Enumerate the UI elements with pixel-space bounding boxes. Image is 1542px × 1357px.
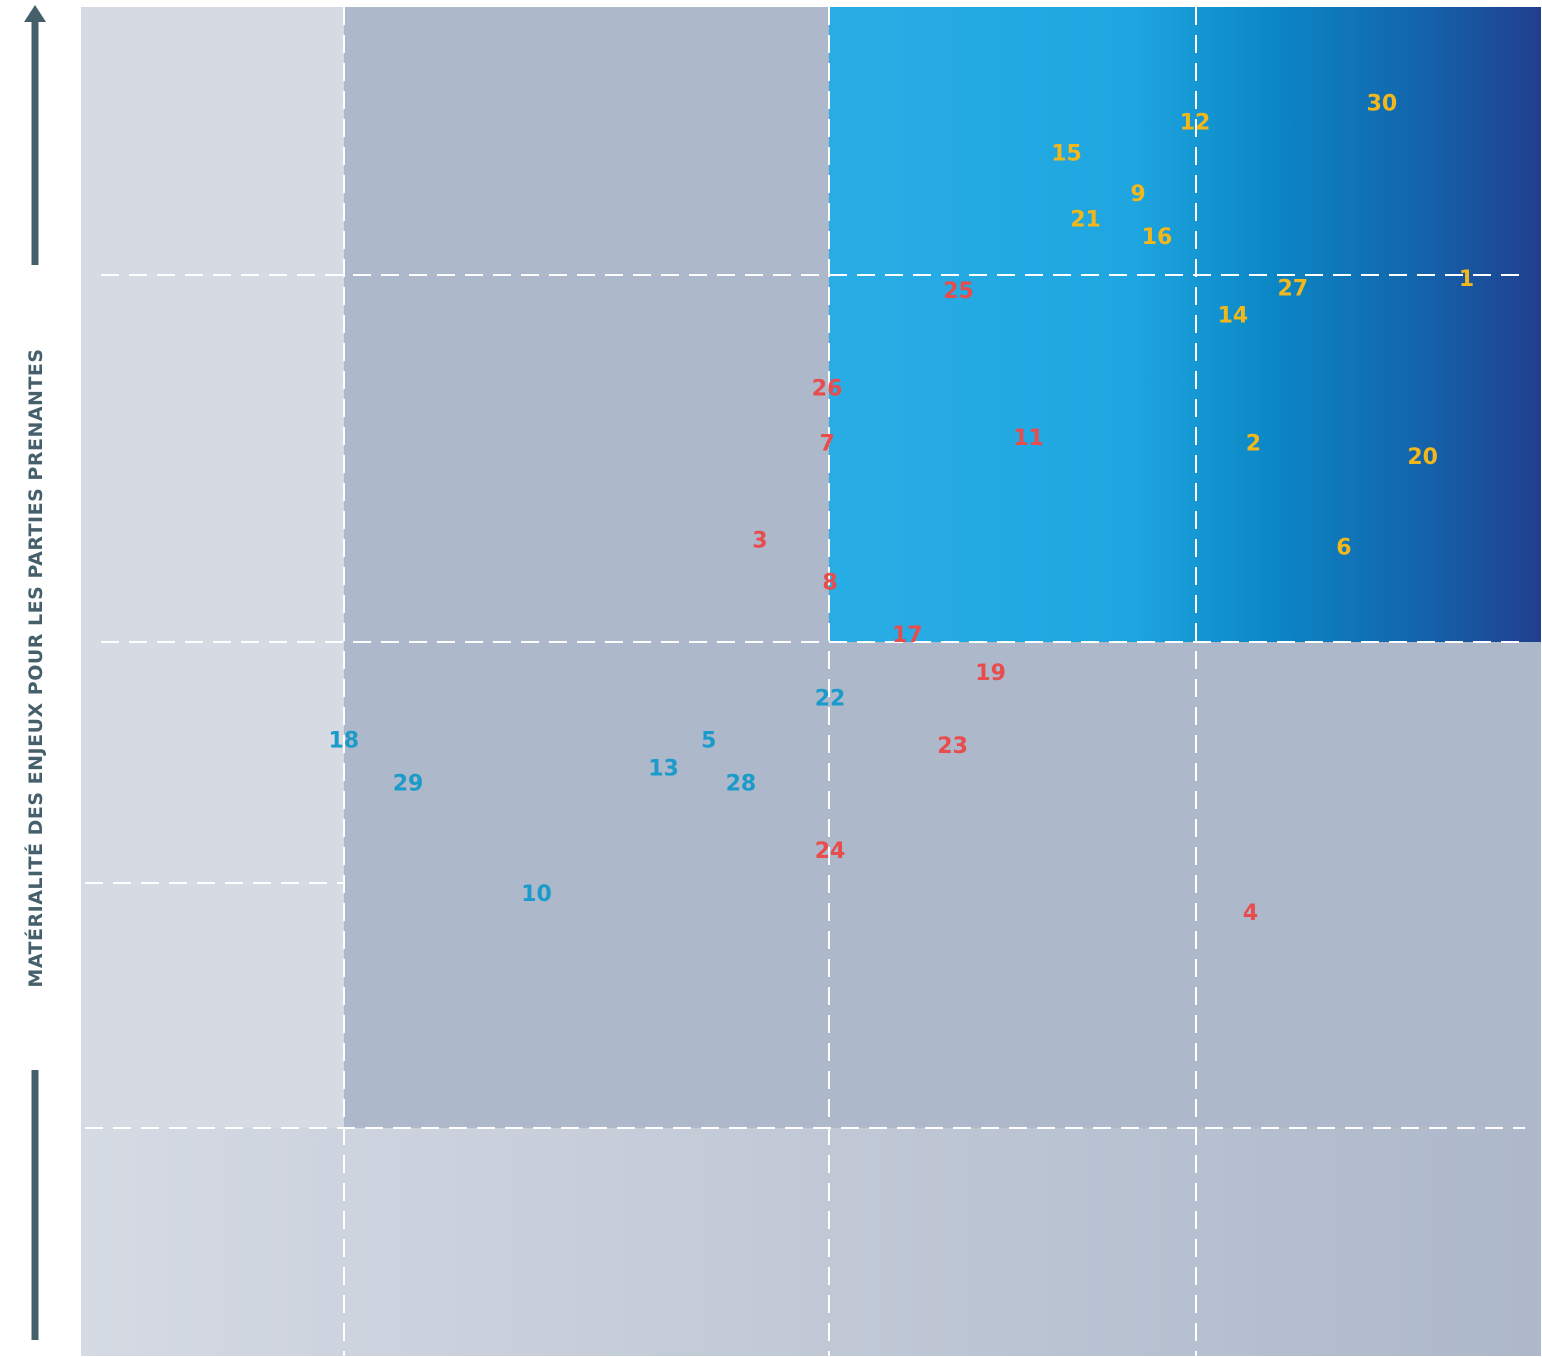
data-point-label-20: 20	[1407, 445, 1438, 470]
data-point-label-3: 3	[752, 529, 767, 554]
data-point-label-23: 23	[937, 734, 968, 759]
data-point-label-12: 12	[1180, 111, 1211, 136]
data-point-label-16: 16	[1142, 225, 1173, 250]
data-point-label-15: 15	[1051, 142, 1082, 167]
data-point-label-9: 9	[1130, 182, 1145, 207]
data-point-label-4: 4	[1243, 901, 1258, 926]
data-point-label-13: 13	[648, 757, 679, 782]
data-point-label-30: 30	[1367, 92, 1398, 117]
zone-bottom-band	[81, 1128, 1541, 1356]
data-points: 1234567891011121314151617181920212223242…	[328, 92, 1474, 926]
data-point-label-19: 19	[975, 661, 1006, 686]
data-point-label-28: 28	[726, 772, 757, 797]
data-point-label-8: 8	[822, 571, 837, 596]
zone-high	[829, 7, 1541, 642]
data-point-label-25: 25	[943, 279, 974, 304]
data-point-label-10: 10	[521, 882, 552, 907]
data-point-label-21: 21	[1070, 208, 1101, 233]
y-axis-label: MATÉRIALITÉ DES ENJEUX POUR LES PARTIES …	[24, 348, 47, 987]
data-point-label-7: 7	[819, 432, 834, 457]
y-axis: MATÉRIALITÉ DES ENJEUX POUR LES PARTIES …	[24, 5, 47, 1340]
data-point-label-5: 5	[701, 728, 716, 753]
data-point-label-14: 14	[1218, 303, 1249, 328]
data-point-label-29: 29	[393, 772, 424, 797]
data-point-label-18: 18	[328, 728, 359, 753]
grid-lines	[85, 7, 1525, 1356]
data-point-label-1: 1	[1459, 267, 1474, 292]
data-point-label-27: 27	[1277, 276, 1308, 301]
data-point-label-17: 17	[892, 623, 923, 648]
data-point-label-6: 6	[1336, 535, 1351, 560]
data-point-label-24: 24	[815, 839, 846, 864]
data-point-label-2: 2	[1246, 432, 1261, 457]
data-point-label-11: 11	[1013, 426, 1044, 451]
data-point-label-26: 26	[812, 376, 843, 401]
data-point-label-22: 22	[815, 687, 846, 712]
y-axis-arrowhead-icon	[24, 5, 46, 22]
